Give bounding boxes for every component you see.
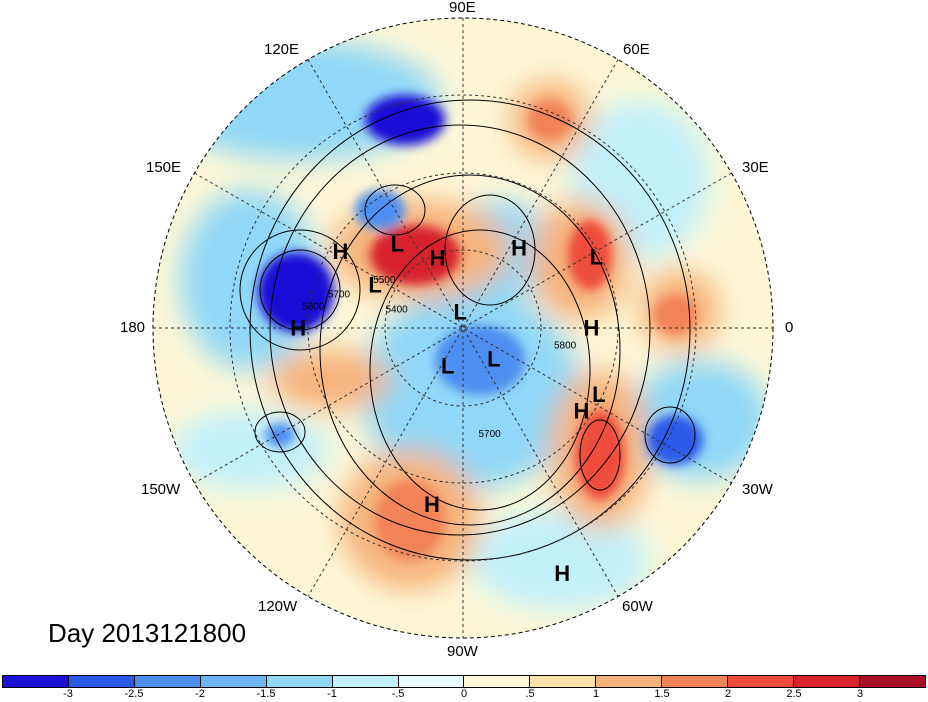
colorbar-tick-label-3: -1.5: [256, 688, 276, 700]
contour-label-4: 5800: [554, 341, 577, 352]
contour-label-0: 5500: [373, 275, 396, 286]
high-pressure-center-0: H: [511, 235, 527, 260]
colorbar-swatch-3: [200, 676, 267, 687]
colorbar-tick-label-2: -2: [195, 688, 205, 700]
low-pressure-center-10: L: [487, 346, 500, 371]
contour-label-2: 5400: [385, 305, 408, 316]
high-pressure-center-4: H: [430, 246, 446, 271]
colorbar-tick-label-6: 0: [460, 688, 468, 700]
lat-lon-grid: [153, 18, 773, 638]
colorbar-swatch-10: [662, 676, 729, 687]
lon-label-0: 0: [785, 319, 794, 336]
colorbar-swatch-7: [464, 676, 531, 687]
colorbar-swatch-11: [728, 676, 795, 687]
lon-label-90w: 90W: [447, 643, 478, 660]
height-contours: [239, 99, 696, 561]
lon-label-90e: 90E: [449, 0, 476, 16]
high-pressure-center-11: H: [573, 398, 589, 423]
colorbar-tick-label-11: 2.5: [786, 688, 802, 700]
high-pressure-center-14: H: [554, 561, 570, 586]
low-pressure-center-2: L: [391, 231, 404, 256]
lon-label-150w: 150W: [141, 481, 181, 498]
lon-label-30e: 30E: [742, 159, 769, 176]
contour-label-5: 5700: [478, 429, 501, 440]
lon-label-60w: 60W: [622, 598, 653, 615]
colorbar-swatch-12: [794, 676, 860, 687]
anomaly-field: [153, 18, 773, 638]
low-pressure-center-12: L: [592, 382, 605, 407]
colorbar-swatch-8: [530, 676, 597, 687]
high-pressure-center-6: H: [290, 316, 306, 341]
lon-label-180: 180: [120, 319, 146, 336]
high-pressure-center-3: H: [332, 239, 348, 264]
contour-label-1: 5700: [328, 289, 351, 300]
colorbar-swatch-4: [266, 676, 333, 687]
low-pressure-center-5: L: [368, 273, 381, 298]
colorbar-tick-label-10: 2: [724, 688, 732, 700]
lon-label-60e: 60E: [623, 41, 650, 58]
low-pressure-center-7: L: [453, 300, 466, 325]
colorbar-swatch-1: [68, 676, 135, 687]
colorbar-tick-label-7: .5: [525, 688, 535, 700]
colorbar-swatch-6: [398, 676, 465, 687]
colorbar-swatch-0: [3, 676, 69, 687]
colorbar-swatch-9: [596, 676, 663, 687]
lon-label-120e: 120E: [264, 41, 300, 58]
colorbar-tick-label-1: -2.5: [124, 688, 144, 700]
colorbar-tick-label-8: 1: [592, 688, 600, 700]
colorbar-tick-label-5: -.5: [391, 688, 405, 700]
lon-label-30w: 30W: [742, 481, 773, 498]
colorbar-tick-label-0: -3: [63, 688, 73, 700]
colorbar-tick-label-12: 3: [856, 688, 864, 700]
colorbar-tick-label-4: -1: [327, 688, 337, 700]
high-pressure-center-13: H: [424, 492, 440, 517]
lon-label-150e: 150E: [146, 159, 182, 176]
lon-label-120w: 120W: [258, 598, 298, 615]
colorbar-swatch-5: [332, 676, 399, 687]
high-pressure-center-8: H: [583, 316, 599, 341]
low-pressure-center-1: L: [590, 245, 603, 270]
colorbar-swatch-2: [134, 676, 201, 687]
colorbar-tick-label-9: 1.5: [654, 688, 670, 700]
map-boundary: [152, 17, 774, 639]
colorbar-swatch-13: [859, 676, 925, 687]
contour-label-3: 5800: [302, 302, 325, 313]
day-label: Day 2013121800: [48, 618, 247, 648]
low-pressure-center-9: L: [441, 353, 454, 378]
colorbar: [2, 675, 926, 688]
